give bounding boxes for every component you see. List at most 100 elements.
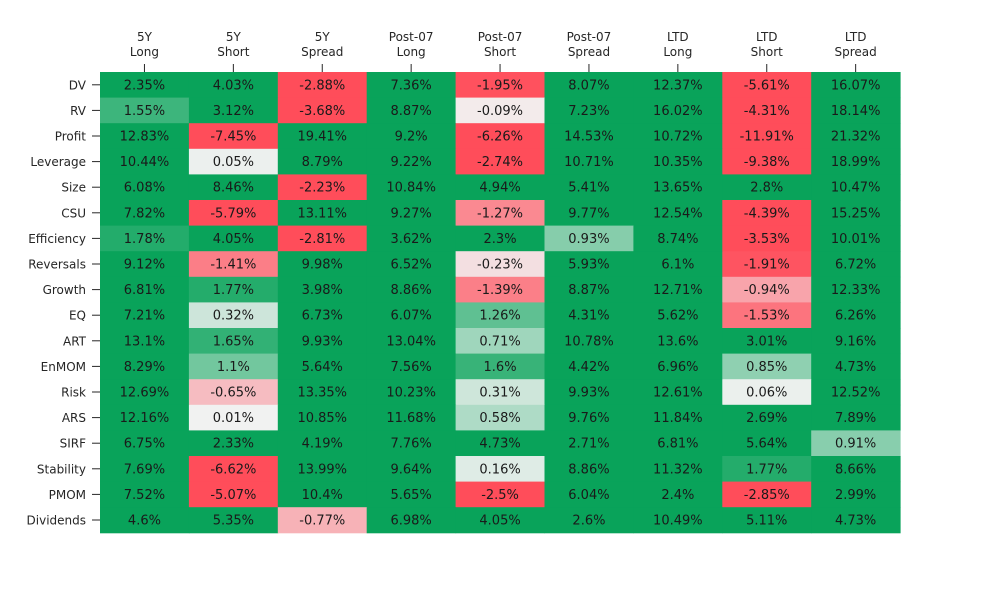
heatmap-cell xyxy=(188,276,279,303)
row-label: Risk xyxy=(61,386,86,400)
column-label: Post-07 Long xyxy=(389,30,434,59)
heatmap-cell xyxy=(100,404,190,431)
heatmap-cell xyxy=(722,123,812,150)
heatmap-cell xyxy=(722,302,812,329)
heatmap-cell xyxy=(366,276,457,303)
cell-value-label: 5.93% xyxy=(568,258,609,273)
heatmap-cell xyxy=(544,276,634,303)
heatmap-cell xyxy=(277,353,368,380)
cell-value-label: 0.71% xyxy=(479,334,520,349)
heatmap-cell xyxy=(544,379,634,406)
cell-value-label: 8.87% xyxy=(390,104,431,119)
cell-value-label: 4.03% xyxy=(213,78,254,93)
row-label: SIRF xyxy=(60,437,86,451)
cell-value-label: 7.89% xyxy=(835,411,876,426)
cell-value-label: 0.16% xyxy=(479,462,520,477)
heatmap-cell xyxy=(811,430,901,457)
heatmap-cell xyxy=(455,97,545,124)
cell-value-label: 9.93% xyxy=(302,334,343,349)
heatmap-cell xyxy=(100,456,190,483)
heatmap-cell xyxy=(455,404,545,431)
cell-value-label: 3.12% xyxy=(213,104,254,119)
heatmap-cell xyxy=(722,404,812,431)
cell-value-label: 10.47% xyxy=(831,181,881,196)
cell-value-label: 10.78% xyxy=(564,334,614,349)
cell-value-label: 18.99% xyxy=(831,155,881,170)
cell-value-label: -0.77% xyxy=(299,514,345,529)
heatmap-cell xyxy=(188,97,279,124)
cell-value-label: 6.1% xyxy=(661,258,694,273)
heatmap-cell xyxy=(722,456,812,483)
heatmap-cell xyxy=(811,456,901,483)
heatmap-cell xyxy=(811,97,901,124)
cell-value-label: -6.62% xyxy=(210,462,256,477)
heatmap-cell xyxy=(544,328,634,355)
heatmap-cell xyxy=(100,225,190,252)
heatmap-cell xyxy=(100,200,190,227)
heatmap-cell xyxy=(366,200,457,227)
heatmap-cell xyxy=(811,404,901,431)
heatmap-cell xyxy=(722,353,812,380)
cell-value-label: -0.23% xyxy=(477,258,523,273)
row-label: PMOM xyxy=(49,488,86,502)
cell-value-label: 3.01% xyxy=(746,334,787,349)
cell-value-label: 12.52% xyxy=(831,386,881,401)
heatmap-cell xyxy=(188,481,279,508)
heatmap-cell xyxy=(277,276,368,303)
heatmap-cell xyxy=(544,302,634,329)
cell-value-label: 13.35% xyxy=(297,386,347,401)
cell-value-label: -1.39% xyxy=(477,283,523,298)
heatmap-cell xyxy=(544,123,634,150)
cell-value-label: -9.38% xyxy=(744,155,790,170)
heatmap-cell xyxy=(366,72,457,99)
cell-value-label: 3.98% xyxy=(302,283,343,298)
cell-value-label: 10.35% xyxy=(653,155,703,170)
cell-value-label: 13.6% xyxy=(657,334,698,349)
cell-value-label: 7.52% xyxy=(124,488,165,503)
heatmap-cell xyxy=(722,507,812,534)
cell-value-label: 16.07% xyxy=(831,78,881,93)
heatmap-cell xyxy=(544,353,634,380)
cell-value-label: 6.81% xyxy=(124,283,165,298)
cell-value-label: 0.32% xyxy=(213,309,254,324)
cell-value-label: 7.36% xyxy=(390,78,431,93)
cell-value-label: -4.31% xyxy=(744,104,790,119)
heatmap-cell xyxy=(811,379,901,406)
row-label: EQ xyxy=(69,309,86,323)
heatmap-cell xyxy=(100,72,190,99)
heatmap-cell xyxy=(188,225,279,252)
heatmap-cell xyxy=(544,148,634,175)
heatmap-cell xyxy=(100,379,190,406)
cell-value-label: 12.54% xyxy=(653,206,703,221)
heatmap-cell xyxy=(544,507,634,534)
heatmap-cell xyxy=(277,123,368,150)
cell-value-label: 6.98% xyxy=(390,514,431,529)
cell-value-label: 0.58% xyxy=(479,411,520,426)
cell-value-label: 1.78% xyxy=(124,232,165,247)
column-label: LTD Short xyxy=(751,30,783,59)
cell-value-label: 9.2% xyxy=(395,130,428,145)
cell-value-label: 8.86% xyxy=(568,462,609,477)
heatmap-cell xyxy=(633,379,723,406)
heatmap-cell xyxy=(277,251,368,278)
heatmap-cell xyxy=(811,276,901,303)
heatmap-cell xyxy=(366,225,457,252)
heatmap-cell xyxy=(366,481,457,508)
cell-value-label: 0.91% xyxy=(835,437,876,452)
heatmap-cell xyxy=(633,507,723,534)
heatmap-cell xyxy=(188,123,279,150)
cell-value-label: 13.99% xyxy=(297,462,347,477)
row-label: DV xyxy=(69,78,87,92)
heatmap-cell xyxy=(722,225,812,252)
heatmap-cell xyxy=(455,430,545,457)
heatmap-cell xyxy=(455,72,545,99)
cell-value-label: 9.27% xyxy=(390,206,431,221)
heatmap-cell xyxy=(100,430,190,457)
cell-value-label: -2.81% xyxy=(299,232,345,247)
cell-value-label: -2.88% xyxy=(299,78,345,93)
heatmap-cell xyxy=(188,456,279,483)
heatmap-cell xyxy=(188,148,279,175)
heatmap-cell xyxy=(188,404,279,431)
cell-value-label: -2.74% xyxy=(477,155,523,170)
heatmap-cell xyxy=(633,302,723,329)
